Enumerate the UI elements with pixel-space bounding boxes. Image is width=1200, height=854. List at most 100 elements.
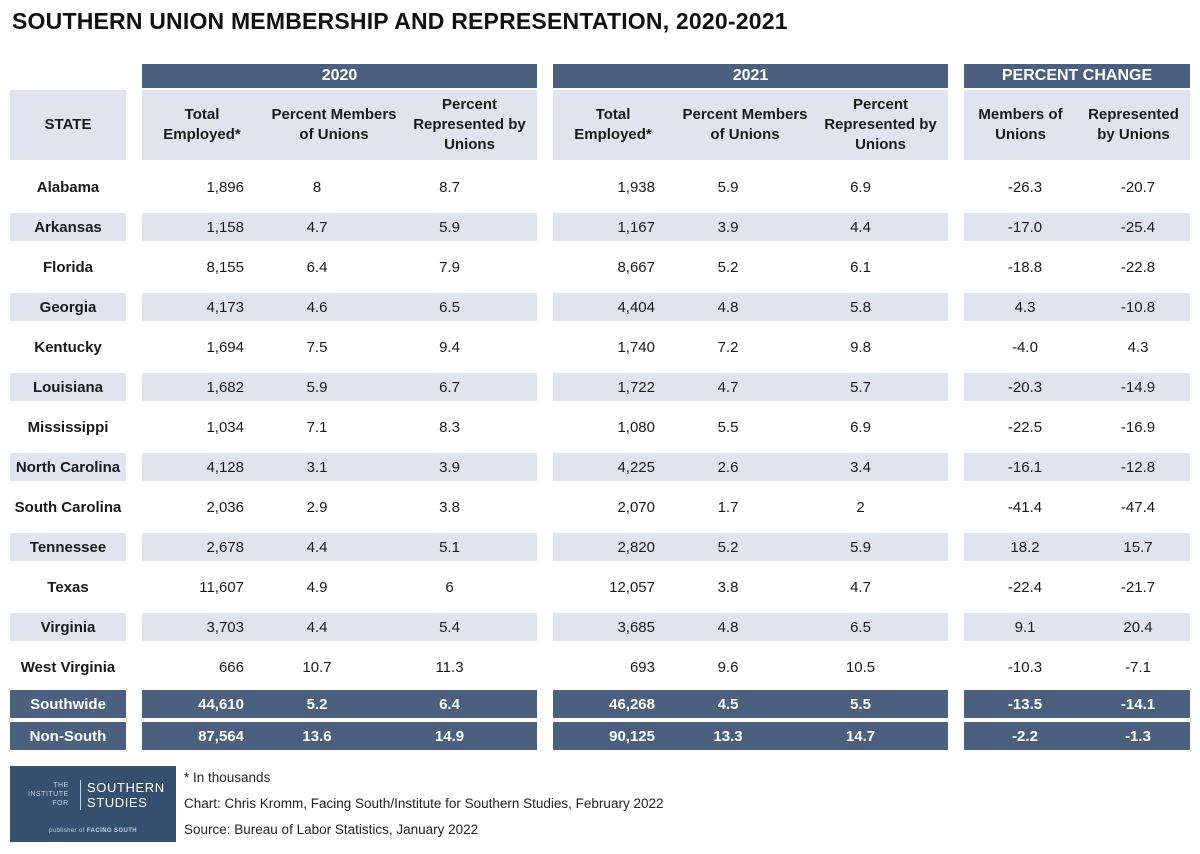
state-name-cell: Louisiana — [32, 378, 103, 396]
value-cell-m20: 4.9 — [306, 578, 328, 596]
subheader-2020: Total Employed* Percent Members of Union… — [142, 90, 537, 160]
value-cell-r21: 5.8 — [850, 298, 871, 316]
value-cell-cm: -17.0 — [1007, 218, 1043, 236]
value-cell-e20: 11,607 — [199, 578, 244, 596]
table-row: 2,678 4.4 5.1 — [142, 533, 537, 561]
value-cell-m21: 5.2 — [717, 538, 739, 556]
pct-members-header: Percent Members of Unions — [682, 105, 808, 143]
table-row: 44,610 5.2 6.4 — [142, 690, 537, 718]
table-row: Florida — [10, 253, 126, 281]
value-cell-r21: 3.4 — [850, 458, 871, 476]
table-row: -41.4 -47.4 — [964, 493, 1190, 521]
state-name-cell: Florida — [42, 258, 93, 276]
value-cell-e21: 46,268 — [609, 695, 655, 713]
total-employed-header: Total Employed* — [163, 105, 241, 143]
value-cell-m20: 3.1 — [306, 458, 328, 476]
table-row: 9.1 20.4 — [964, 613, 1190, 641]
table-row: 2,070 1.7 2 — [553, 493, 948, 521]
value-cell-r20: 6.4 — [439, 695, 460, 713]
value-cell-m20: 2.9 — [306, 498, 328, 516]
value-cell-m21: 9.6 — [717, 658, 739, 676]
value-cell-m21: 2.6 — [717, 458, 739, 476]
table-row: 8,155 6.4 7.9 — [142, 253, 537, 281]
value-cell-e20: 4,128 — [206, 458, 244, 476]
institute-logo: THE INSTITUTE FOR SOUTHERN STUDIES publishe… — [10, 766, 176, 842]
value-cell-m21: 5.9 — [717, 178, 739, 196]
table-row: West Virginia — [10, 653, 126, 681]
table-row: Alabama — [10, 173, 126, 201]
value-cell-cr: -7.1 — [1125, 658, 1151, 676]
value-cell-r20: 7.9 — [439, 258, 460, 276]
value-cell-m21: 3.9 — [717, 218, 739, 236]
value-cell-r21: 4.4 — [850, 218, 871, 236]
value-cell-cm: -26.3 — [1007, 178, 1043, 196]
value-cell-m20: 4.4 — [306, 618, 328, 636]
table-row: 1,167 3.9 4.4 — [553, 213, 948, 241]
value-cell-cm: -22.5 — [1007, 418, 1043, 436]
table-row: North Carolina — [10, 453, 126, 481]
table-row: 4.3 -10.8 — [964, 293, 1190, 321]
value-cell-cr: 15.7 — [1123, 538, 1153, 556]
value-cell-e21: 1,167 — [617, 218, 655, 236]
value-cell-e20: 2,036 — [206, 498, 244, 516]
table-row: -18.8 -22.8 — [964, 253, 1190, 281]
table-row: 1,158 4.7 5.9 — [142, 213, 537, 241]
value-cell-e21: 2,820 — [617, 538, 655, 556]
value-cell-m21: 4.5 — [717, 695, 739, 713]
group-header-2021: 2021 — [553, 64, 948, 88]
state-name-cell: Tennessee — [29, 538, 107, 556]
table-row: -10.3 -7.1 — [964, 653, 1190, 681]
value-cell-cm: -13.5 — [1007, 695, 1043, 713]
table-row: 11,607 4.9 6 — [142, 573, 537, 601]
table-row: 666 10.7 11.3 — [142, 653, 537, 681]
value-cell-e21: 1,740 — [617, 338, 655, 356]
value-cell-e20: 1,896 — [206, 178, 244, 196]
logo-publisher-text: publisher of FACING SOUTH — [48, 828, 138, 834]
value-cell-cr: -25.4 — [1120, 218, 1156, 236]
state-name-cell: Texas — [47, 578, 89, 596]
value-cell-e20: 8,155 — [206, 258, 244, 276]
value-cell-e21: 12,057 — [609, 578, 655, 596]
value-cell-r21: 6.9 — [850, 418, 871, 436]
value-cell-e21: 3,685 — [617, 618, 655, 636]
table-row: 1,694 7.5 9.4 — [142, 333, 537, 361]
logo-small-text: THE INSTITUTE FOR — [28, 782, 69, 807]
value-cell-m21: 4.8 — [717, 298, 739, 316]
table-row: -4.0 4.3 — [964, 333, 1190, 361]
value-cell-cr: -1.3 — [1125, 727, 1151, 745]
table-row: 1,896 8 8.7 — [142, 173, 537, 201]
total-employed-header: Total Employed* — [574, 105, 652, 143]
value-cell-m20: 7.1 — [306, 418, 328, 436]
value-cell-cm: -2.2 — [1012, 727, 1038, 745]
table-row: Arkansas — [10, 213, 126, 241]
value-cell-r21: 2 — [856, 498, 865, 516]
value-cell-cm: -18.8 — [1007, 258, 1043, 276]
table-row: 46,268 4.5 5.5 — [553, 690, 948, 718]
table-row: 4,404 4.8 5.8 — [553, 293, 948, 321]
table-row: Non-South — [10, 722, 126, 750]
value-cell-r20: 14.9 — [434, 727, 465, 745]
value-cell-r21: 6.5 — [850, 618, 871, 636]
state-name-cell: Southwide — [30, 695, 106, 713]
table-row: 8,667 5.2 6.1 — [553, 253, 948, 281]
value-cell-m21: 4.8 — [717, 618, 739, 636]
value-cell-m20: 4.6 — [306, 298, 328, 316]
group-header-percent-change: PERCENT CHANGE — [964, 64, 1190, 88]
table-row: Georgia — [10, 293, 126, 321]
value-cell-e21: 1,080 — [617, 418, 655, 436]
state-name-cell: Non-South — [29, 727, 107, 745]
table-row: Kentucky — [10, 333, 126, 361]
table-row: 693 9.6 10.5 — [553, 653, 948, 681]
value-cell-cr: -14.1 — [1120, 695, 1156, 713]
table-row: 4,173 4.6 6.5 — [142, 293, 537, 321]
table-row: Virginia — [10, 613, 126, 641]
value-cell-cm: -10.3 — [1007, 658, 1043, 676]
value-cell-cm: -22.4 — [1007, 578, 1043, 596]
value-cell-cr: -22.8 — [1120, 258, 1156, 276]
value-cell-r20: 5.9 — [439, 218, 460, 236]
table-row: -20.3 -14.9 — [964, 373, 1190, 401]
value-cell-cr: -16.9 — [1120, 418, 1156, 436]
value-cell-e20: 1,158 — [206, 218, 244, 236]
value-cell-r21: 6.9 — [850, 178, 871, 196]
state-name-cell: Mississippi — [27, 418, 109, 436]
